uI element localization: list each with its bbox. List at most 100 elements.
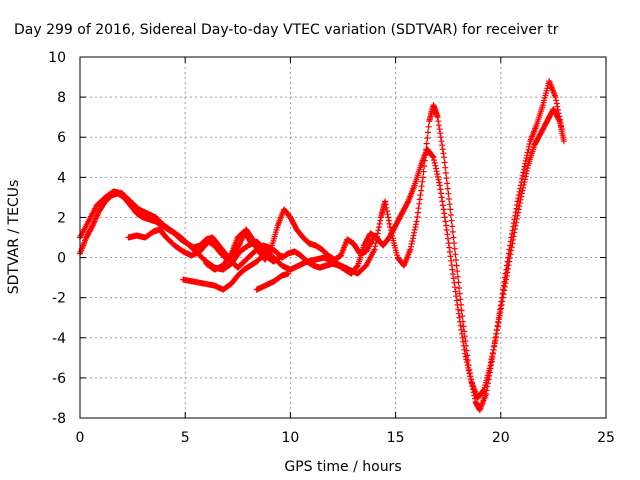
data-point — [496, 310, 503, 317]
data-point — [486, 372, 493, 379]
data-point — [456, 285, 463, 291]
data-point — [443, 226, 450, 233]
data-point — [504, 258, 511, 265]
data-point — [459, 313, 466, 320]
data-point — [484, 383, 491, 390]
data-point — [425, 123, 432, 130]
data-point — [385, 214, 392, 221]
data-point — [471, 395, 478, 402]
data-point — [523, 170, 530, 177]
data-point — [437, 134, 444, 141]
data-point — [445, 240, 452, 247]
data-point — [524, 149, 531, 156]
y-tick-label: 8 — [57, 90, 66, 106]
data-point — [500, 282, 507, 289]
y-tick-label: -8 — [52, 411, 66, 427]
data-point — [372, 240, 379, 247]
data-point — [377, 217, 384, 224]
data-point — [452, 251, 459, 258]
data-point — [450, 271, 456, 277]
data-point — [429, 153, 436, 160]
data-point — [383, 204, 390, 211]
data-point — [420, 168, 427, 175]
data-point — [451, 284, 458, 291]
data-point — [423, 146, 430, 153]
data-point — [454, 268, 461, 275]
data-point — [442, 169, 449, 176]
data-point — [444, 185, 451, 192]
data-point — [522, 157, 529, 164]
data-point — [454, 273, 461, 280]
x-tick-label: 15 — [387, 430, 405, 446]
data-point — [520, 169, 527, 176]
data-point — [508, 234, 515, 241]
data-points — [77, 78, 567, 413]
data-point — [466, 366, 473, 373]
data-point — [515, 195, 522, 202]
data-point — [387, 224, 394, 231]
data-point — [492, 334, 499, 341]
data-point — [447, 206, 454, 213]
data-point — [266, 244, 273, 251]
data-point — [555, 106, 561, 113]
data-point — [453, 262, 460, 269]
data-point — [498, 298, 505, 305]
data-point — [449, 228, 456, 235]
x-axis-ticks: 0 5 10 15 20 25 — [76, 57, 615, 446]
data-point — [285, 270, 292, 277]
x-tick-label: 5 — [181, 430, 190, 446]
data-point — [459, 318, 466, 325]
y-tick-label: 4 — [57, 170, 66, 186]
data-point — [521, 163, 528, 170]
data-point — [445, 190, 452, 197]
data-point — [514, 198, 521, 205]
data-point — [407, 246, 414, 253]
data-point — [422, 151, 429, 158]
x-tick-label: 0 — [76, 430, 85, 446]
data-point — [451, 245, 458, 252]
data-point — [368, 237, 375, 244]
data-point — [518, 179, 525, 186]
x-tick-label: 10 — [281, 430, 299, 446]
data-point — [439, 146, 446, 153]
data-point — [470, 386, 476, 393]
data-point — [553, 100, 560, 107]
data-point — [420, 174, 426, 181]
y-tick-label: -2 — [52, 291, 66, 307]
data-point — [425, 129, 431, 136]
data-point — [490, 346, 497, 353]
data-point — [522, 173, 529, 180]
data-point — [442, 164, 449, 171]
data-point — [458, 307, 465, 314]
data-point — [516, 188, 523, 195]
data-point — [433, 168, 440, 175]
data-point — [557, 119, 564, 126]
data-point — [512, 212, 519, 219]
data-point — [510, 220, 517, 227]
y-tick-label: 2 — [57, 210, 66, 226]
data-point — [458, 301, 464, 308]
data-point — [421, 157, 428, 164]
data-point — [448, 257, 455, 264]
data-point — [506, 246, 513, 253]
data-point — [461, 333, 468, 340]
data-point — [464, 352, 471, 359]
data-point — [453, 297, 460, 304]
data-point — [520, 166, 527, 173]
y-tick-label: 0 — [57, 251, 66, 267]
data-point — [455, 279, 462, 286]
data-point — [558, 126, 565, 133]
data-point — [450, 234, 457, 241]
data-point — [455, 310, 462, 317]
data-point — [441, 154, 447, 161]
data-point — [431, 159, 438, 166]
data-point — [439, 202, 446, 209]
data-point — [369, 236, 376, 243]
data-point — [517, 182, 524, 189]
data-point — [494, 322, 501, 329]
chart-title: Day 299 of 2016, Sidereal Day-to-day VTE… — [14, 22, 559, 38]
data-point — [446, 201, 453, 208]
data-point — [444, 180, 451, 187]
data-point — [553, 97, 560, 104]
